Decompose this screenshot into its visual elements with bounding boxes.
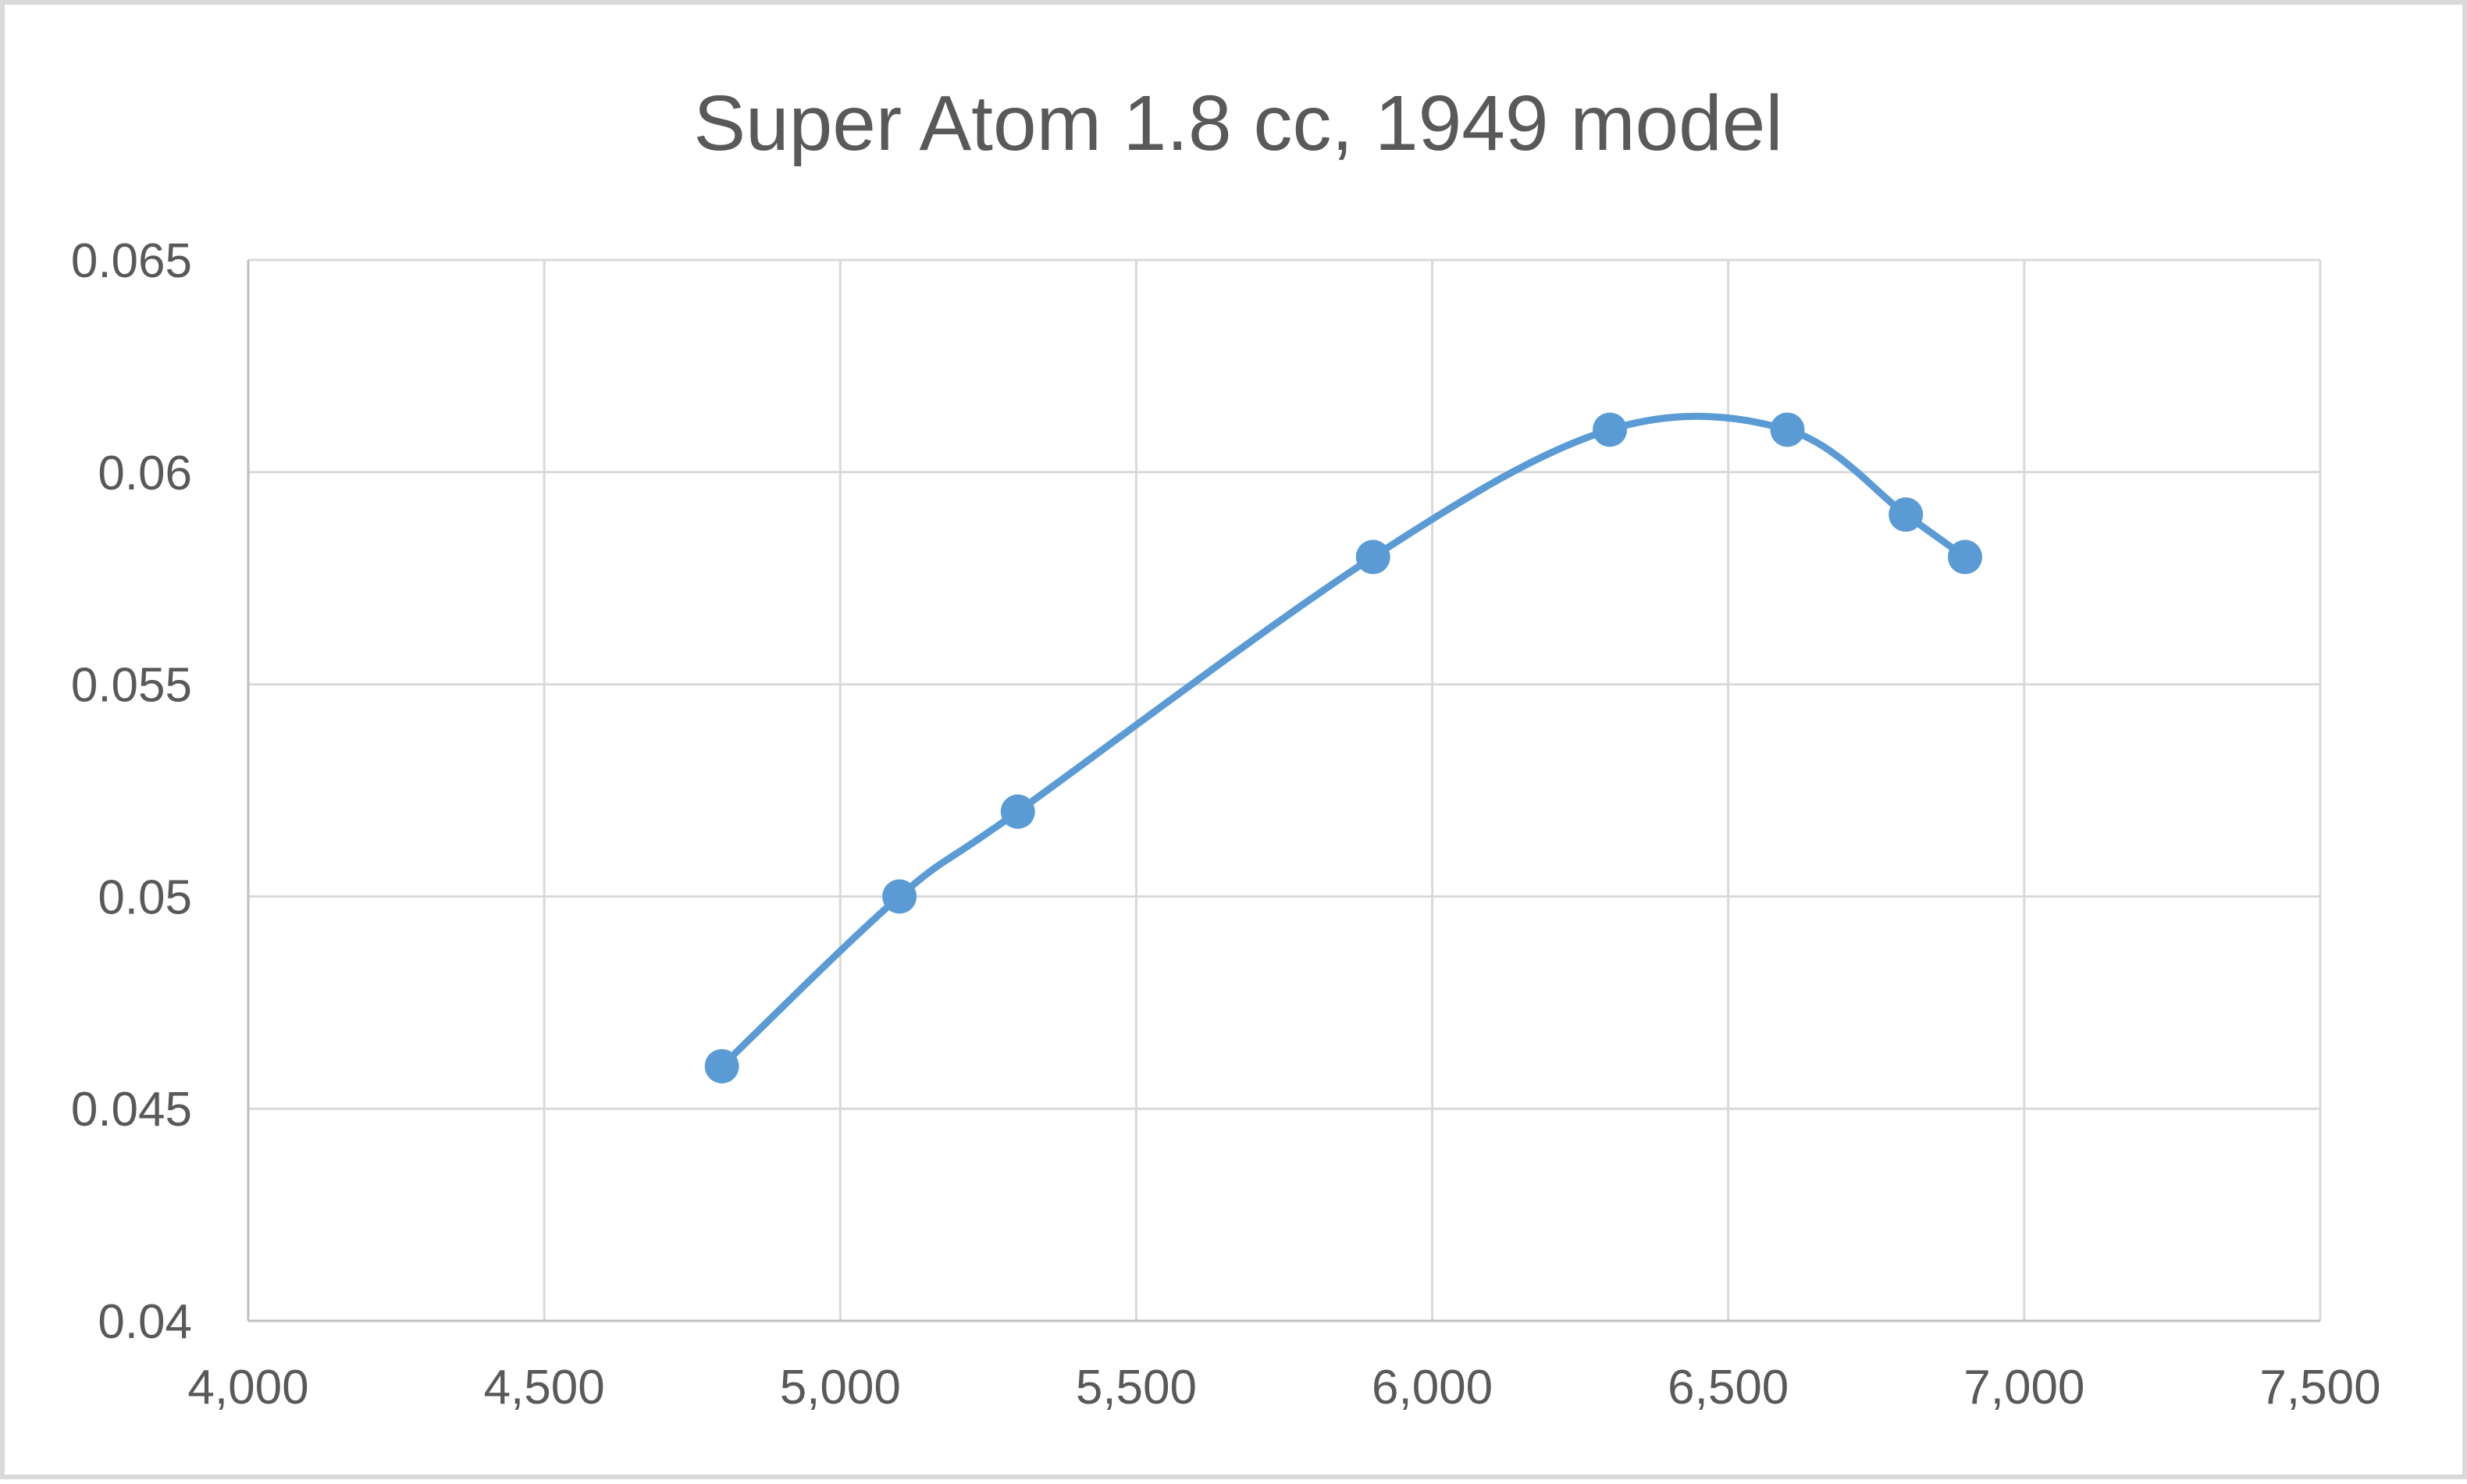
y-tick-label: 0.05 [98, 870, 192, 924]
x-tick-label: 7,500 [2259, 1361, 2380, 1415]
x-tick-label: 6,500 [1668, 1361, 1789, 1415]
series-line [718, 412, 1969, 1070]
x-tick-label: 6,000 [1372, 1361, 1493, 1415]
y-tick-label: 0.04 [98, 1295, 192, 1349]
x-tick-label: 5,000 [780, 1361, 901, 1415]
x-tick-label: 4,500 [484, 1361, 605, 1415]
y-tick-label: 0.065 [71, 234, 192, 288]
axes [247, 260, 2320, 1322]
data-point [1889, 497, 1924, 532]
x-tick-label: 4,000 [187, 1361, 308, 1415]
x-tick-label: 7,000 [1963, 1361, 2084, 1415]
y-axis-tick-labels: 0.04 0.045 0.05 0.055 0.06 0.065 [71, 234, 192, 1349]
x-axis-tick-labels: 4,000 4,500 5,000 5,500 6,000 6,500 7,000 7,500 [187, 1361, 2380, 1415]
data-point [1355, 539, 1390, 575]
data-point [882, 879, 917, 914]
y-tick-label: 0.045 [71, 1083, 192, 1137]
data-point [1593, 412, 1628, 447]
data-point [1000, 794, 1035, 829]
data-point [704, 1048, 739, 1084]
data-point [1948, 539, 1983, 575]
series-layer [704, 412, 1983, 1084]
x-tick-label: 5,500 [1076, 1361, 1197, 1415]
chart: Super Atom 1.8 cc, 1949 model 4,000 4,500… [71, 80, 2381, 1415]
data-point [1770, 412, 1805, 447]
y-tick-label: 0.06 [98, 447, 192, 500]
y-tick-label: 0.055 [71, 659, 192, 713]
chart-title: Super Atom 1.8 cc, 1949 model [693, 80, 1782, 167]
gridlines [247, 258, 2322, 1322]
